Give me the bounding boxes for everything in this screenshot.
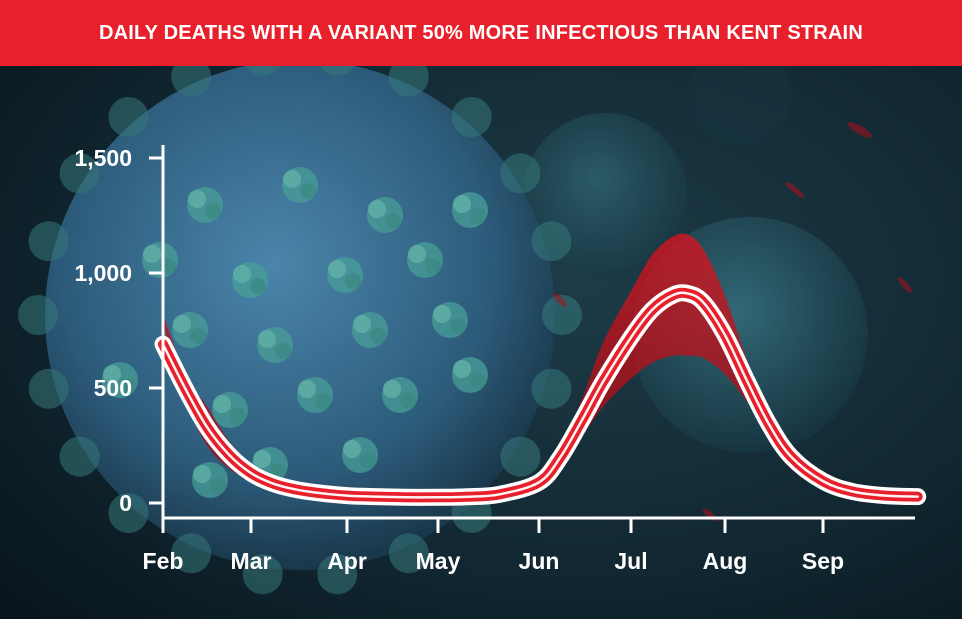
- virus-rim-spike-icon: [500, 436, 541, 477]
- virus-rim-spike-icon: [388, 533, 429, 574]
- virus-rim-spike-icon: [317, 554, 358, 595]
- virus-rim-spike-icon: [171, 533, 212, 574]
- virus-spike-icon: [407, 242, 443, 278]
- virus-spike-icon: [452, 192, 488, 228]
- y-tick-label: 1,500: [74, 145, 132, 171]
- virus-rim-spike-icon: [242, 554, 283, 595]
- virus-rim-spike-icon: [108, 97, 149, 137]
- virus-spike-icon: [382, 377, 418, 413]
- virus-rim-spike-icon: [531, 221, 572, 262]
- virus-spike-icon: [232, 262, 268, 298]
- virus-spike-icon: [327, 257, 363, 293]
- virus-rim-spike-icon: [18, 295, 58, 335]
- virus-rim-spike-icon: [28, 221, 69, 262]
- death-line-layer: [154, 284, 927, 506]
- x-tick-label: Jun: [519, 548, 560, 574]
- virus-spike-icon: [452, 357, 488, 393]
- y-tick-label: 1,000: [74, 260, 132, 286]
- virus-rim-spike-icon: [171, 56, 212, 97]
- y-tick-label: 0: [119, 490, 132, 516]
- x-tick-label: Aug: [703, 548, 748, 574]
- virus-spike-icon: [192, 462, 228, 498]
- x-tick-label: Apr: [327, 548, 367, 574]
- virus-spike-icon: [172, 312, 208, 348]
- x-tick-label: Sep: [802, 548, 844, 574]
- axis-layer: 0 500 1,000 1,500 Feb Mar Apr May Jun Jul Aug Sep: [74, 145, 915, 574]
- virus-rim-spike-icon: [28, 368, 69, 409]
- virus-rim-spike-icon: [451, 97, 492, 137]
- virus-rim-spike-icon: [59, 153, 100, 194]
- virus-rim-spike-icon: [108, 493, 149, 533]
- virus-spike-icon: [367, 197, 403, 233]
- virus-rim-spike-icon: [500, 153, 541, 194]
- virus-spike-icon: [212, 392, 248, 428]
- virus-far-right-icon: [688, 43, 792, 147]
- title-banner: DAILY DEATHS WITH A VARIANT 50% MORE INF…: [0, 0, 962, 66]
- virus-spike-icon: [102, 362, 138, 398]
- virus-spike-icon: [297, 377, 333, 413]
- virus-spike-icon: [282, 167, 318, 203]
- virus-rim-spike-icon: [531, 368, 572, 409]
- chart-title: DAILY DEATHS WITH A VARIANT 50% MORE INF…: [99, 21, 863, 44]
- x-tick-label: Jul: [614, 548, 647, 574]
- x-tick-label: Feb: [143, 548, 184, 574]
- death-line-highlight: [161, 291, 919, 499]
- virus-rim-spike-icon: [388, 56, 429, 97]
- virus-rim-spike-icon: [542, 295, 582, 335]
- virus-spike-icon: [187, 187, 223, 223]
- virus-spike-icon: [432, 302, 468, 338]
- x-tick-label: Mar: [231, 548, 272, 574]
- virus-rim-spike-icon: [59, 436, 100, 477]
- y-tick-label: 500: [94, 375, 132, 401]
- virus-large-icon: [45, 60, 555, 570]
- x-tick-label: May: [416, 548, 461, 574]
- virus-spike-icon: [352, 312, 388, 348]
- virus-spike-icon: [342, 437, 378, 473]
- virus-spike-icon: [257, 327, 293, 363]
